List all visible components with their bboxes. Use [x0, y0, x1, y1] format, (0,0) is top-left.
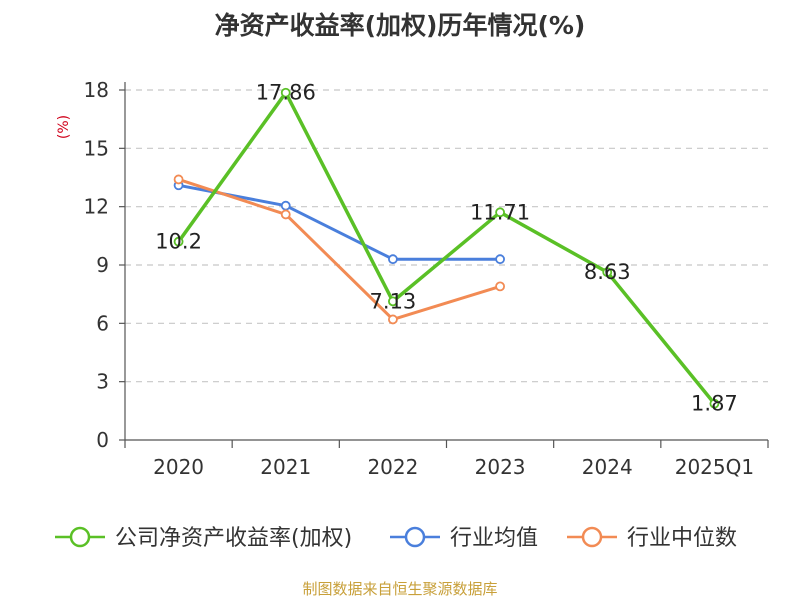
x-tick-label: 2022 — [367, 455, 418, 479]
data-point-2 — [388, 314, 398, 325]
data-label: 7.13 — [370, 289, 417, 313]
x-tick-label: 2025Q1 — [675, 455, 754, 479]
data-point-0 — [173, 236, 184, 247]
y-tick-label: 3 — [96, 370, 109, 394]
data-label: 11.71 — [470, 200, 530, 224]
data-point-0 — [709, 398, 720, 409]
data-point-1 — [388, 254, 398, 265]
data-point-2 — [280, 209, 291, 220]
legend-label: 行业中位数 — [627, 526, 737, 551]
data-point-0 — [602, 267, 613, 278]
legend-label: 行业均值 — [450, 526, 538, 551]
data-point-2 — [495, 281, 505, 292]
y-axis-label: (%) — [56, 115, 72, 139]
x-tick-label: 2021 — [260, 455, 311, 479]
x-tick-label: 2023 — [475, 455, 526, 479]
y-tick-label: 12 — [84, 195, 109, 219]
data-label: 8.63 — [584, 260, 631, 284]
y-tick-label: 15 — [84, 136, 109, 160]
data-point-0 — [495, 207, 505, 218]
chart-title: 净资产收益率(加权)历年情况(%) — [214, 11, 586, 40]
legend-label: 公司净资产收益率(加权) — [115, 526, 352, 551]
data-label: 10.2 — [155, 230, 202, 254]
legend-marker — [581, 526, 603, 548]
y-tick-label: 9 — [96, 253, 109, 277]
legend-marker — [404, 526, 426, 548]
series-line-0 — [176, 90, 717, 406]
data-point-2 — [173, 174, 184, 185]
data-point-0 — [388, 296, 398, 307]
y-tick-label: 6 — [96, 311, 109, 335]
legend-marker — [69, 526, 91, 548]
data-label: 1.87 — [691, 392, 738, 416]
data-label: 17.86 — [256, 81, 316, 105]
data-source-note: 制图数据来自恒生聚源数据库 — [302, 580, 498, 598]
y-tick-label: 0 — [96, 428, 109, 452]
x-tick-label: 2024 — [582, 455, 633, 479]
data-point-1 — [495, 254, 505, 265]
y-tick-label: 18 — [84, 78, 109, 102]
data-point-0 — [280, 87, 291, 98]
data-point-1 — [280, 200, 291, 211]
series-line-2 — [177, 177, 502, 321]
x-tick-label: 2020 — [153, 455, 204, 479]
